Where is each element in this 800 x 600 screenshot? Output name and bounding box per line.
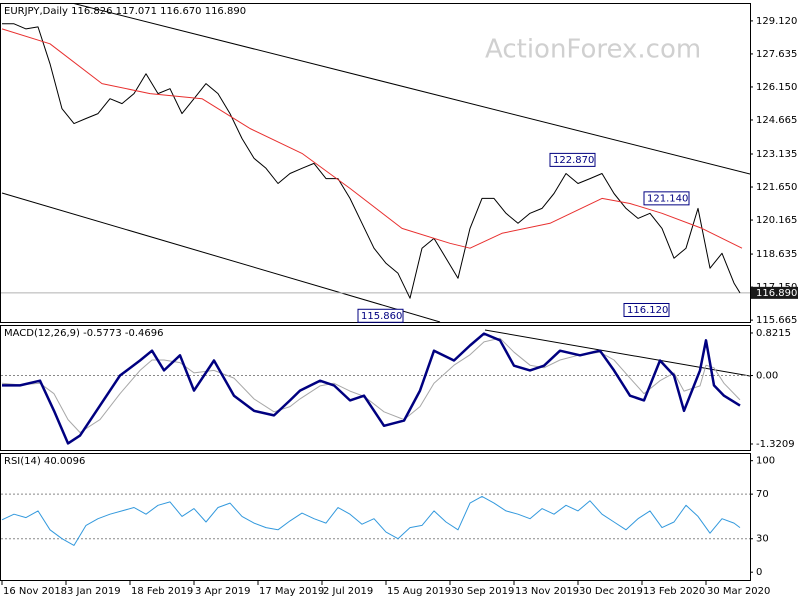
y-tick-label: 0 [756, 567, 762, 578]
x-tick-label: 2 Jul 2019 [323, 586, 373, 597]
panel-title: RSI(14) 40.0096 [4, 456, 85, 467]
lower-channel-line [1, 192, 441, 322]
y-tick-label: 124.665 [756, 115, 797, 126]
y-tick-label: 0.00 [756, 371, 778, 382]
y-tick-label: 121.650 [756, 182, 797, 193]
watermark: ActionForex.com [485, 35, 701, 65]
annotation-label: 121.140 [647, 193, 688, 204]
x-tick-label: 13 Feb 2020 [643, 586, 705, 597]
annotation-box [643, 191, 690, 206]
annotation-label: 122.870 [553, 155, 594, 166]
y-tick-label: 127.635 [756, 49, 797, 60]
y-tick-label: 126.150 [756, 82, 797, 93]
series-line [2, 332, 741, 445]
series-line [1, 495, 741, 546]
macd-trend-line [484, 329, 750, 377]
annotation-box [623, 302, 670, 317]
panel-title: MACD(12,26,9) -0.5773 -0.4696 [4, 328, 164, 339]
y-tick-label: 120.165 [756, 215, 797, 226]
annotation-label: 116.120 [627, 305, 668, 316]
annotation-box [357, 308, 404, 323]
series-line [2, 23, 741, 299]
last-price-label: 116.890 [756, 288, 797, 299]
y-tick-label: 0.8215 [756, 328, 791, 339]
x-tick-label: 3 Apr 2019 [195, 586, 250, 597]
y-tick-label: 129.120 [756, 16, 797, 27]
x-tick-label: 30 Sep 2019 [451, 586, 514, 597]
y-tick-label: 100 [756, 456, 775, 467]
x-tick-label: 13 Nov 2019 [515, 586, 579, 597]
panel-title: EURJPY,Daily 116.826 117.071 116.670 116… [4, 6, 246, 17]
last-price-box [751, 286, 798, 299]
y-tick-label: 118.635 [756, 249, 797, 260]
macd-frame [0, 325, 751, 451]
annotation-label: 115.860 [361, 311, 402, 322]
x-tick-label: 3 Jan 2019 [67, 586, 121, 597]
x-tick-label: 30 Mar 2020 [707, 586, 770, 597]
y-tick-label: -1.3209 [756, 439, 795, 450]
x-tick-label: 30 Dec 2019 [579, 586, 643, 597]
y-tick-label: 30 [756, 534, 769, 545]
x-tick-label: 18 Feb 2019 [131, 586, 193, 597]
annotation-box [549, 152, 596, 167]
trend-lines [1, 4, 750, 377]
x-tick-label: 15 Aug 2019 [387, 586, 451, 597]
rsi-frame [0, 453, 751, 581]
x-tick-label: 17 May 2019 [259, 586, 324, 597]
y-tick-label: 70 [756, 489, 769, 500]
y-tick-label: 115.665 [756, 315, 797, 326]
y-tick-label: 123.135 [756, 149, 797, 160]
upper-channel-line [73, 4, 750, 175]
series-line [1, 28, 743, 249]
x-tick-label: 16 Nov 2018 [3, 586, 67, 597]
